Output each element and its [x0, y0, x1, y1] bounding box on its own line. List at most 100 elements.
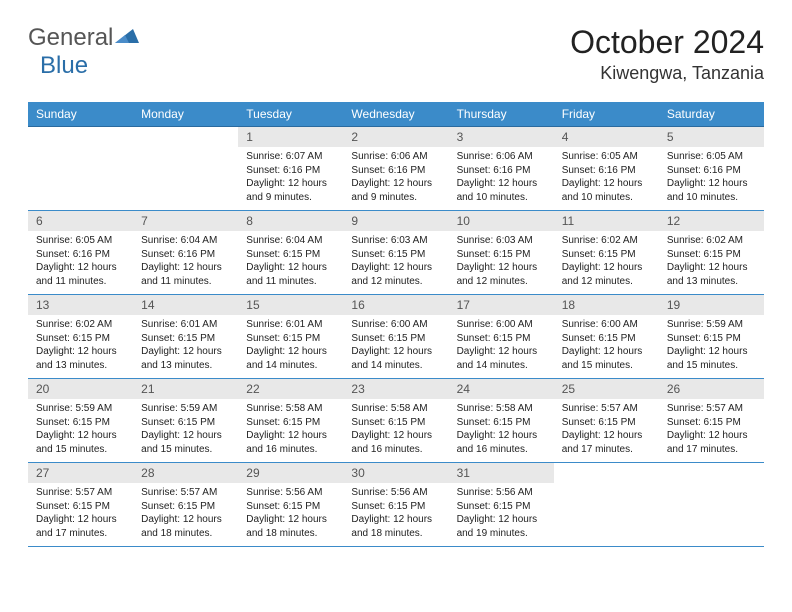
- day-number: 9: [343, 211, 448, 231]
- day-header-sunday: Sunday: [28, 102, 133, 127]
- day-cell: 24Sunrise: 5:58 AMSunset: 6:15 PMDayligh…: [449, 379, 554, 463]
- day-cell: [133, 127, 238, 211]
- day-content: Sunrise: 6:06 AMSunset: 6:16 PMDaylight:…: [449, 147, 554, 210]
- day-number: 29: [238, 463, 343, 483]
- day-number: 7: [133, 211, 238, 231]
- day-content: Sunrise: 6:03 AMSunset: 6:15 PMDaylight:…: [343, 231, 448, 294]
- day-cell: 28Sunrise: 5:57 AMSunset: 6:15 PMDayligh…: [133, 463, 238, 547]
- day-content: Sunrise: 5:59 AMSunset: 6:15 PMDaylight:…: [133, 399, 238, 462]
- day-content: Sunrise: 6:00 AMSunset: 6:15 PMDaylight:…: [343, 315, 448, 378]
- day-number: 17: [449, 295, 554, 315]
- day-content: Sunrise: 6:01 AMSunset: 6:15 PMDaylight:…: [133, 315, 238, 378]
- day-number: 12: [659, 211, 764, 231]
- logo-triangle-icon: [115, 25, 141, 52]
- week-row: 27Sunrise: 5:57 AMSunset: 6:15 PMDayligh…: [28, 463, 764, 547]
- day-content: Sunrise: 6:05 AMSunset: 6:16 PMDaylight:…: [659, 147, 764, 210]
- day-content: Sunrise: 5:56 AMSunset: 6:15 PMDaylight:…: [238, 483, 343, 546]
- day-number: 18: [554, 295, 659, 315]
- day-content: Sunrise: 6:04 AMSunset: 6:16 PMDaylight:…: [133, 231, 238, 294]
- day-cell: 13Sunrise: 6:02 AMSunset: 6:15 PMDayligh…: [28, 295, 133, 379]
- day-content: Sunrise: 6:06 AMSunset: 6:16 PMDaylight:…: [343, 147, 448, 210]
- day-header-saturday: Saturday: [659, 102, 764, 127]
- day-content: Sunrise: 6:05 AMSunset: 6:16 PMDaylight:…: [28, 231, 133, 294]
- day-content: Sunrise: 5:59 AMSunset: 6:15 PMDaylight:…: [659, 315, 764, 378]
- day-content: Sunrise: 5:58 AMSunset: 6:15 PMDaylight:…: [238, 399, 343, 462]
- day-content: Sunrise: 6:00 AMSunset: 6:15 PMDaylight:…: [449, 315, 554, 378]
- day-header-thursday: Thursday: [449, 102, 554, 127]
- day-cell: 16Sunrise: 6:00 AMSunset: 6:15 PMDayligh…: [343, 295, 448, 379]
- day-cell: 29Sunrise: 5:56 AMSunset: 6:15 PMDayligh…: [238, 463, 343, 547]
- day-content: Sunrise: 5:57 AMSunset: 6:15 PMDaylight:…: [659, 399, 764, 462]
- logo: General: [28, 24, 143, 52]
- day-cell: 14Sunrise: 6:01 AMSunset: 6:15 PMDayligh…: [133, 295, 238, 379]
- day-header-monday: Monday: [133, 102, 238, 127]
- day-cell: 31Sunrise: 5:56 AMSunset: 6:15 PMDayligh…: [449, 463, 554, 547]
- day-cell: 6Sunrise: 6:05 AMSunset: 6:16 PMDaylight…: [28, 211, 133, 295]
- day-content: Sunrise: 5:58 AMSunset: 6:15 PMDaylight:…: [449, 399, 554, 462]
- day-content: Sunrise: 5:56 AMSunset: 6:15 PMDaylight:…: [449, 483, 554, 546]
- week-row: 6Sunrise: 6:05 AMSunset: 6:16 PMDaylight…: [28, 211, 764, 295]
- week-row: 1Sunrise: 6:07 AMSunset: 6:16 PMDaylight…: [28, 127, 764, 211]
- logo-text-left: General: [28, 24, 113, 52]
- day-cell: 9Sunrise: 6:03 AMSunset: 6:15 PMDaylight…: [343, 211, 448, 295]
- day-cell: 4Sunrise: 6:05 AMSunset: 6:16 PMDaylight…: [554, 127, 659, 211]
- day-number: 31: [449, 463, 554, 483]
- day-number: 30: [343, 463, 448, 483]
- day-content: Sunrise: 5:56 AMSunset: 6:15 PMDaylight:…: [343, 483, 448, 546]
- day-number: 10: [449, 211, 554, 231]
- day-cell: 7Sunrise: 6:04 AMSunset: 6:16 PMDaylight…: [133, 211, 238, 295]
- day-number: 1: [238, 127, 343, 147]
- day-header-wednesday: Wednesday: [343, 102, 448, 127]
- day-cell: 15Sunrise: 6:01 AMSunset: 6:15 PMDayligh…: [238, 295, 343, 379]
- day-cell: 3Sunrise: 6:06 AMSunset: 6:16 PMDaylight…: [449, 127, 554, 211]
- day-number: 25: [554, 379, 659, 399]
- day-content: Sunrise: 6:04 AMSunset: 6:15 PMDaylight:…: [238, 231, 343, 294]
- day-cell: [554, 463, 659, 547]
- day-cell: 23Sunrise: 5:58 AMSunset: 6:15 PMDayligh…: [343, 379, 448, 463]
- day-content: Sunrise: 6:02 AMSunset: 6:15 PMDaylight:…: [28, 315, 133, 378]
- day-number: 23: [343, 379, 448, 399]
- day-number: 27: [28, 463, 133, 483]
- week-row: 13Sunrise: 6:02 AMSunset: 6:15 PMDayligh…: [28, 295, 764, 379]
- day-number: 26: [659, 379, 764, 399]
- day-number: 2: [343, 127, 448, 147]
- day-cell: 10Sunrise: 6:03 AMSunset: 6:15 PMDayligh…: [449, 211, 554, 295]
- day-number: 21: [133, 379, 238, 399]
- day-header-friday: Friday: [554, 102, 659, 127]
- day-cell: 1Sunrise: 6:07 AMSunset: 6:16 PMDaylight…: [238, 127, 343, 211]
- day-cell: 2Sunrise: 6:06 AMSunset: 6:16 PMDaylight…: [343, 127, 448, 211]
- day-header-tuesday: Tuesday: [238, 102, 343, 127]
- day-content: Sunrise: 5:57 AMSunset: 6:15 PMDaylight:…: [554, 399, 659, 462]
- day-header-row: SundayMondayTuesdayWednesdayThursdayFrid…: [28, 102, 764, 127]
- day-content: Sunrise: 6:05 AMSunset: 6:16 PMDaylight:…: [554, 147, 659, 210]
- day-cell: [28, 127, 133, 211]
- day-content: Sunrise: 6:02 AMSunset: 6:15 PMDaylight:…: [659, 231, 764, 294]
- day-number: 22: [238, 379, 343, 399]
- day-content: Sunrise: 5:59 AMSunset: 6:15 PMDaylight:…: [28, 399, 133, 462]
- day-cell: 8Sunrise: 6:04 AMSunset: 6:15 PMDaylight…: [238, 211, 343, 295]
- day-number: 20: [28, 379, 133, 399]
- location-label: Kiwengwa, Tanzania: [570, 63, 764, 84]
- day-number: 15: [238, 295, 343, 315]
- day-number: 13: [28, 295, 133, 315]
- day-cell: 21Sunrise: 5:59 AMSunset: 6:15 PMDayligh…: [133, 379, 238, 463]
- day-content: Sunrise: 6:01 AMSunset: 6:15 PMDaylight:…: [238, 315, 343, 378]
- day-cell: 18Sunrise: 6:00 AMSunset: 6:15 PMDayligh…: [554, 295, 659, 379]
- day-cell: 5Sunrise: 6:05 AMSunset: 6:16 PMDaylight…: [659, 127, 764, 211]
- day-cell: 17Sunrise: 6:00 AMSunset: 6:15 PMDayligh…: [449, 295, 554, 379]
- month-title: October 2024: [570, 24, 764, 61]
- day-content: Sunrise: 6:00 AMSunset: 6:15 PMDaylight:…: [554, 315, 659, 378]
- day-number: 3: [449, 127, 554, 147]
- day-number: 5: [659, 127, 764, 147]
- day-content: Sunrise: 6:02 AMSunset: 6:15 PMDaylight:…: [554, 231, 659, 294]
- day-number: 6: [28, 211, 133, 231]
- logo-text-blue: Blue: [40, 52, 88, 80]
- day-number: 16: [343, 295, 448, 315]
- day-number: 24: [449, 379, 554, 399]
- day-content: Sunrise: 5:58 AMSunset: 6:15 PMDaylight:…: [343, 399, 448, 462]
- day-cell: 12Sunrise: 6:02 AMSunset: 6:15 PMDayligh…: [659, 211, 764, 295]
- day-cell: 20Sunrise: 5:59 AMSunset: 6:15 PMDayligh…: [28, 379, 133, 463]
- day-number: 8: [238, 211, 343, 231]
- day-number: 4: [554, 127, 659, 147]
- day-cell: [659, 463, 764, 547]
